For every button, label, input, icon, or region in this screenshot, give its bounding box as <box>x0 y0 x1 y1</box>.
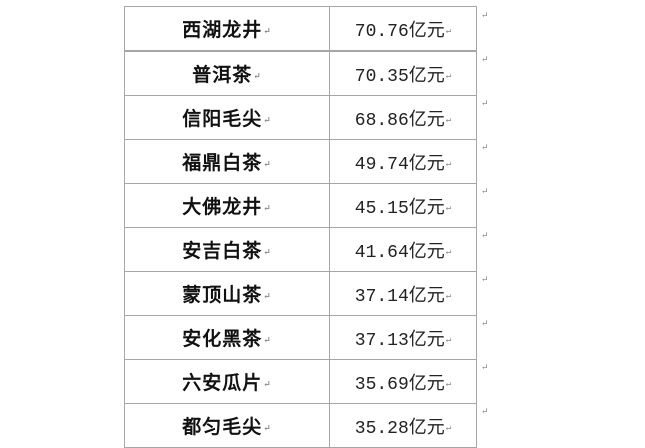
tea-name-cell[interactable]: 普洱茶↵ <box>124 50 330 96</box>
row-end-mark-icon: ↵ <box>481 54 489 64</box>
row-end-mark-icon: ↵ <box>481 142 489 152</box>
brand-value: 37.14亿元 <box>354 286 445 307</box>
paragraph-mark-icon: ↵ <box>445 422 452 433</box>
paragraph-mark-icon: ↵ <box>263 379 272 390</box>
tea-name-cell[interactable]: 大佛龙井↵ <box>124 183 330 228</box>
tea-name: 大佛龙井 <box>182 197 263 218</box>
paragraph-mark-icon: ↵ <box>445 334 452 345</box>
tea-name: 都匀毛尖 <box>182 417 263 438</box>
paragraph-mark-icon: ↵ <box>263 115 272 126</box>
brand-value-cell[interactable]: 68.86亿元↵ <box>329 95 477 140</box>
brand-value-cell[interactable]: 49.74亿元↵ <box>329 139 477 184</box>
tea-brand-value-table: 西湖龙井↵ 70.76亿元↵ 普洱茶↵ 70.35亿元↵ 信阳毛尖↵ 68.86亿元↵ 福鼎… <box>124 6 477 448</box>
brand-value: 49.74亿元 <box>354 154 445 175</box>
paragraph-mark-icon: ↵ <box>445 202 452 213</box>
brand-value: 35.69亿元 <box>354 374 445 395</box>
tea-name-cell[interactable]: 都匀毛尖↵ <box>124 403 330 448</box>
table-row: 普洱茶↵ 70.35亿元↵ <box>124 50 477 96</box>
tea-name: 信阳毛尖 <box>182 109 263 130</box>
brand-value-cell[interactable]: 41.64亿元↵ <box>329 227 477 272</box>
tea-name-cell[interactable]: 信阳毛尖↵ <box>124 95 330 140</box>
paragraph-mark-icon: ↵ <box>445 70 452 81</box>
paragraph-mark-icon: ↵ <box>263 291 272 302</box>
row-end-mark-icon: ↵ <box>481 230 489 240</box>
paragraph-mark-icon: ↵ <box>445 378 452 389</box>
tea-name: 六安瓜片 <box>182 373 263 394</box>
brand-value: 37.13亿元 <box>354 330 445 351</box>
row-end-mark-icon: ↵ <box>481 274 489 284</box>
brand-value-cell[interactable]: 35.69亿元↵ <box>329 359 477 404</box>
paragraph-mark-icon: ↵ <box>445 114 452 125</box>
tea-name: 普洱茶 <box>192 65 253 86</box>
tea-name: 福鼎白茶 <box>182 153 263 174</box>
tea-name: 安化黑茶 <box>182 329 263 350</box>
tea-name-cell[interactable]: 安化黑茶↵ <box>124 315 330 360</box>
table-row: 六安瓜片↵ 35.69亿元↵ <box>124 359 477 404</box>
tea-name-cell[interactable]: 六安瓜片↵ <box>124 359 330 404</box>
paragraph-mark-icon: ↵ <box>253 71 262 82</box>
paragraph-mark-icon: ↵ <box>263 203 272 214</box>
brand-value: 70.35亿元 <box>354 66 445 87</box>
brand-value-cell[interactable]: 70.35亿元↵ <box>329 50 477 96</box>
tea-name: 西湖龙井 <box>182 20 263 41</box>
table-row: 都匀毛尖↵ 35.28亿元↵ <box>124 403 477 448</box>
row-end-mark-icon: ↵ <box>481 186 489 196</box>
paragraph-mark-icon: ↵ <box>263 423 272 434</box>
brand-value-cell[interactable]: 37.13亿元↵ <box>329 315 477 360</box>
paragraph-mark-icon: ↵ <box>263 335 272 346</box>
paragraph-mark-icon: ↵ <box>263 247 272 258</box>
tea-name-cell[interactable]: 蒙顶山茶↵ <box>124 271 330 316</box>
brand-value: 41.64亿元 <box>354 242 445 263</box>
tea-name: 安吉白茶 <box>182 241 263 262</box>
row-end-mark-icon: ↵ <box>481 406 489 416</box>
row-end-mark-icon: ↵ <box>481 98 489 108</box>
brand-value-cell[interactable]: 37.14亿元↵ <box>329 271 477 316</box>
brand-value: 68.86亿元 <box>354 110 445 131</box>
row-end-mark-icon: ↵ <box>481 318 489 328</box>
brand-value: 70.76亿元 <box>354 21 445 42</box>
brand-value: 35.28亿元 <box>354 418 445 439</box>
table-row: 蒙顶山茶↵ 37.14亿元↵ <box>124 271 477 316</box>
table-row: 信阳毛尖↵ 68.86亿元↵ <box>124 95 477 140</box>
tea-name-cell[interactable]: 福鼎白茶↵ <box>124 139 330 184</box>
table-row: 大佛龙井↵ 45.15亿元↵ <box>124 183 477 228</box>
row-end-mark-icon: ↵ <box>481 10 489 20</box>
paragraph-mark-icon: ↵ <box>263 159 272 170</box>
paragraph-mark-icon: ↵ <box>263 26 272 37</box>
paragraph-mark-icon: ↵ <box>445 246 452 257</box>
tea-name: 蒙顶山茶 <box>182 285 263 306</box>
tea-name-cell[interactable]: 西湖龙井↵ <box>124 6 330 52</box>
table-row: 西湖龙井↵ 70.76亿元↵ <box>124 6 477 52</box>
table-row: 福鼎白茶↵ 49.74亿元↵ <box>124 139 477 184</box>
table-row: 安吉白茶↵ 41.64亿元↵ <box>124 227 477 272</box>
paragraph-mark-icon: ↵ <box>445 158 452 169</box>
brand-value: 45.15亿元 <box>354 198 445 219</box>
brand-value-cell[interactable]: 35.28亿元↵ <box>329 403 477 448</box>
paragraph-mark-icon: ↵ <box>445 25 452 36</box>
table-row: 安化黑茶↵ 37.13亿元↵ <box>124 315 477 360</box>
brand-value-cell[interactable]: 45.15亿元↵ <box>329 183 477 228</box>
brand-value-cell[interactable]: 70.76亿元↵ <box>329 6 477 52</box>
row-end-mark-icon: ↵ <box>481 362 489 372</box>
tea-name-cell[interactable]: 安吉白茶↵ <box>124 227 330 272</box>
paragraph-mark-icon: ↵ <box>445 290 452 301</box>
